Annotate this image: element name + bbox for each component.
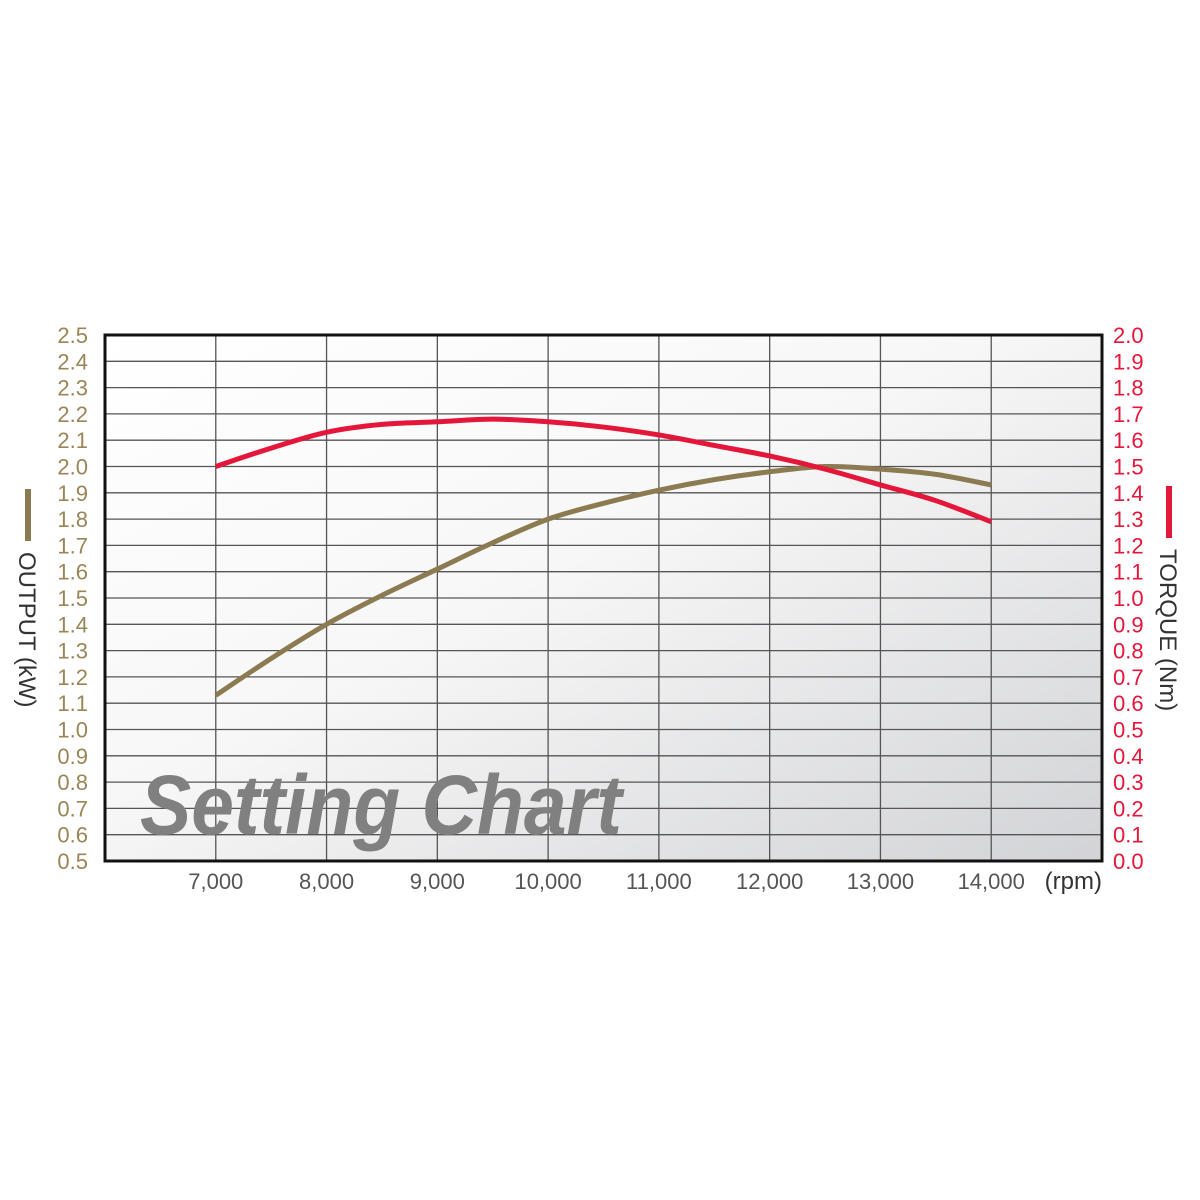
left-tick-label: 1.3	[57, 639, 88, 664]
plot-border	[103, 333, 1104, 863]
left-axis-ticks: 0.50.60.70.80.91.01.11.21.31.41.51.61.71…	[57, 323, 88, 874]
x-axis-unit: (rpm)	[1045, 868, 1102, 895]
right-tick-label: 1.1	[1113, 560, 1144, 585]
left-tick-label: 0.5	[57, 849, 88, 874]
series-group	[214, 416, 993, 698]
right-tick-label: 1.0	[1113, 586, 1144, 611]
left-axis-label: OUTPUT (kW)	[13, 552, 40, 708]
torque-curve	[214, 416, 993, 525]
right-tick-label: 1.8	[1113, 376, 1144, 401]
left-tick-label: 0.9	[57, 744, 88, 769]
left-tick-label: 2.1	[57, 428, 88, 453]
x-tick-label: 12,000	[736, 869, 803, 894]
right-tick-label: 1.5	[1113, 455, 1144, 480]
right-tick-label: 1.4	[1113, 481, 1144, 506]
x-tick-label: 10,000	[514, 869, 581, 894]
left-tick-label: 1.6	[57, 560, 88, 585]
x-tick-label: 13,000	[847, 869, 914, 894]
x-tick-label: 8,000	[299, 869, 354, 894]
right-tick-label: 0.0	[1113, 849, 1144, 874]
left-tick-label: 1.8	[57, 507, 88, 532]
left-tick-label: 1.2	[57, 665, 88, 690]
right-tick-label: 0.4	[1113, 744, 1144, 769]
right-tick-label: 0.5	[1113, 718, 1144, 743]
right-tick-label: 1.9	[1113, 349, 1144, 374]
left-tick-label: 1.1	[57, 691, 88, 716]
right-tick-label: 0.3	[1113, 770, 1144, 795]
right-tick-label: 0.2	[1113, 796, 1144, 821]
left-tick-label: 2.2	[57, 402, 88, 427]
right-tick-label: 0.8	[1113, 639, 1144, 664]
left-tick-label: 1.4	[57, 612, 88, 637]
left-tick-label: 2.3	[57, 376, 88, 401]
left-tick-label: 2.0	[57, 455, 88, 480]
chart-title: Setting Chart	[140, 758, 625, 852]
right-axis-ticks: 0.00.10.20.30.40.50.60.70.80.91.01.11.21…	[1113, 323, 1144, 874]
left-tick-label: 0.8	[57, 770, 88, 795]
x-tick-label: 11,000	[626, 869, 692, 894]
right-tick-label: 0.1	[1113, 823, 1144, 848]
left-tick-label: 1.5	[57, 586, 88, 611]
grid	[105, 335, 1102, 861]
right-tick-label: 0.6	[1113, 691, 1144, 716]
torque-legend-swatch	[1166, 486, 1172, 538]
left-tick-label: 0.7	[57, 796, 88, 821]
x-axis-ticks: 7,000 8,000 9,000 10,000 11,000 12,000 13,000 1…	[188, 869, 1025, 894]
right-tick-label: 0.9	[1113, 612, 1144, 637]
left-tick-label: 1.9	[57, 481, 88, 506]
x-tick-label: 14,000	[958, 869, 1025, 894]
left-tick-label: 0.6	[57, 823, 88, 848]
left-tick-label: 2.5	[57, 323, 88, 348]
right-tick-label: 1.3	[1113, 507, 1144, 532]
left-tick-label: 2.4	[57, 349, 88, 374]
left-tick-label: 1.0	[57, 718, 88, 743]
x-tick-label: 7,000	[188, 869, 243, 894]
right-axis-label: TORQUE (Nm)	[1154, 549, 1181, 711]
right-tick-label: 1.7	[1113, 402, 1144, 427]
x-tick-label: 9,000	[410, 869, 465, 894]
output-curve	[214, 463, 992, 698]
right-tick-label: 2.0	[1113, 323, 1144, 348]
right-tick-label: 1.6	[1113, 428, 1144, 453]
right-tick-label: 1.2	[1113, 533, 1144, 558]
left-tick-label: 1.7	[57, 533, 88, 558]
output-legend-swatch	[25, 489, 31, 541]
right-tick-label: 0.7	[1113, 665, 1144, 690]
